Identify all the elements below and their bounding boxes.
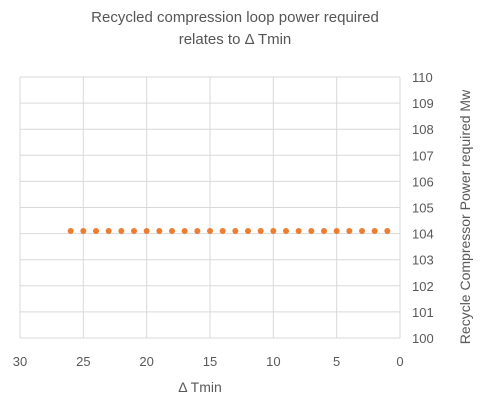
x-tick-labels: 30 25 20 15 10 5 0 bbox=[13, 354, 404, 369]
data-point bbox=[131, 227, 137, 234]
data-point bbox=[270, 227, 277, 234]
data-point bbox=[371, 227, 378, 234]
y-tick-label: 100 bbox=[412, 331, 434, 346]
y-tick-label: 108 bbox=[412, 122, 434, 137]
data-point bbox=[245, 227, 251, 234]
chart-title-line-1: Recycled compression loop power required bbox=[91, 9, 379, 26]
data-point bbox=[295, 227, 302, 234]
data-point bbox=[156, 227, 163, 234]
y-tick-label: 103 bbox=[412, 253, 434, 268]
data-point bbox=[93, 227, 99, 234]
data-point bbox=[384, 227, 391, 234]
x-tick-label: 30 bbox=[13, 354, 27, 369]
y-tick-labels: 100 101 102 103 104 105 106 107 108 109 110 bbox=[412, 70, 434, 346]
y-tick-label: 104 bbox=[412, 227, 434, 242]
data-point bbox=[67, 227, 74, 234]
x-tick-label: 15 bbox=[203, 354, 217, 369]
y-tick-label: 101 bbox=[412, 305, 434, 320]
data-point bbox=[359, 227, 365, 234]
y-axis-label: Recycle Compressor Power required Mw bbox=[457, 89, 473, 344]
data-point bbox=[105, 227, 112, 234]
y-tick-label: 110 bbox=[412, 70, 433, 85]
data-point bbox=[207, 227, 213, 234]
data-point bbox=[346, 227, 353, 234]
data-point bbox=[118, 227, 125, 234]
data-point bbox=[232, 227, 239, 234]
x-axis-label: Δ Tmin bbox=[178, 379, 222, 395]
x-tick-label: 20 bbox=[139, 354, 153, 369]
data-point bbox=[308, 227, 315, 234]
data-point bbox=[257, 227, 264, 234]
data-point bbox=[169, 227, 175, 234]
x-tick-label: 10 bbox=[266, 354, 280, 369]
data-point bbox=[181, 227, 188, 234]
data-point bbox=[321, 227, 327, 234]
x-tick-label: 5 bbox=[333, 354, 340, 369]
x-tick-label: 25 bbox=[76, 354, 90, 369]
x-tick-label: 0 bbox=[396, 354, 403, 369]
y-tick-label: 106 bbox=[412, 174, 434, 189]
data-point bbox=[219, 227, 226, 234]
y-tick-label: 105 bbox=[412, 201, 434, 216]
data-point bbox=[333, 227, 340, 234]
data-point bbox=[283, 227, 289, 234]
data-point bbox=[80, 227, 87, 234]
y-tick-label: 107 bbox=[412, 148, 434, 163]
chart-title-line-2: relates to Δ Tmin bbox=[178, 31, 292, 48]
data-points bbox=[67, 227, 391, 234]
grid-lines bbox=[19, 76, 401, 339]
y-tick-label: 102 bbox=[412, 279, 434, 294]
data-point bbox=[194, 227, 201, 234]
data-point bbox=[143, 227, 150, 234]
y-tick-label: 109 bbox=[412, 96, 434, 111]
